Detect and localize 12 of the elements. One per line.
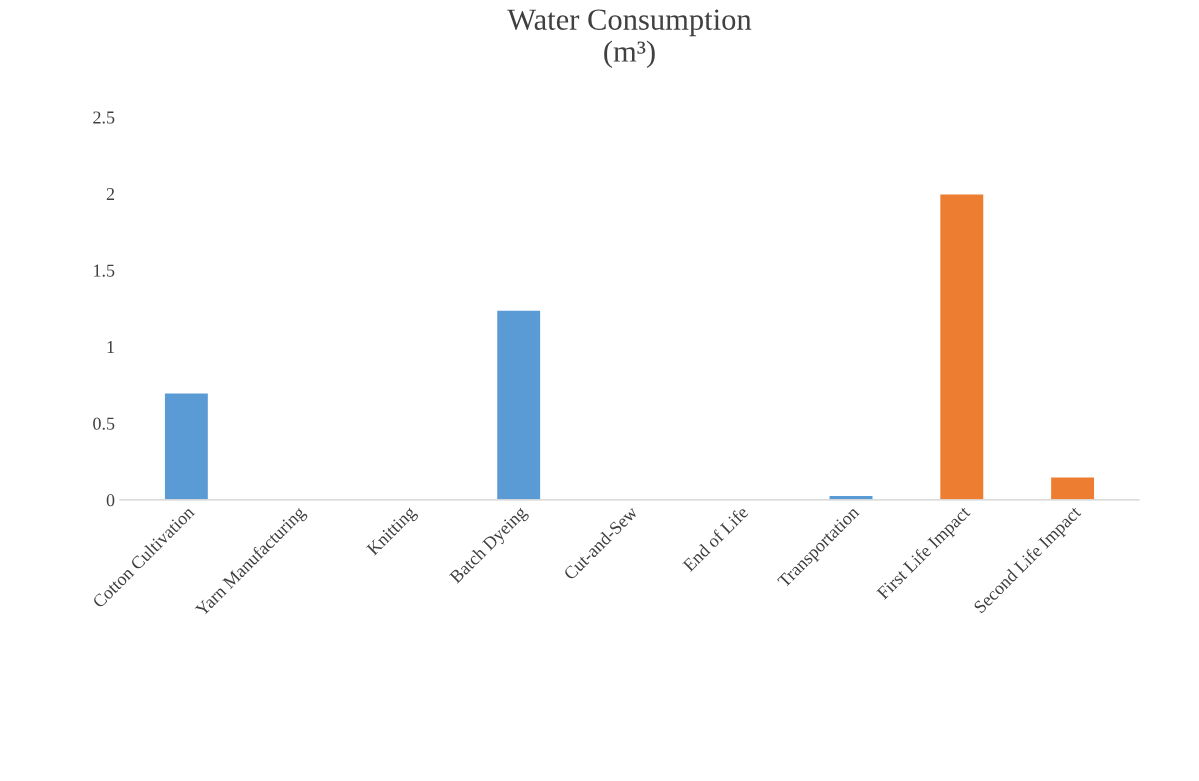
y-tick-label: 2.5: [93, 111, 115, 124]
x-tick-label: End of Life: [681, 505, 749, 573]
bar: [1049, 476, 1096, 500]
bar: [495, 309, 542, 500]
chart-title: Water Consumption (m³): [507, 9, 752, 69]
bar: [938, 192, 985, 500]
y-tick-label: 0.5: [93, 417, 115, 430]
y-tick-label: 0: [106, 494, 115, 507]
y-tick-label: 1: [107, 341, 114, 354]
y-tick-label: 2: [106, 188, 115, 200]
y-tick-label: 1.5: [94, 264, 115, 277]
bar: [163, 391, 210, 500]
